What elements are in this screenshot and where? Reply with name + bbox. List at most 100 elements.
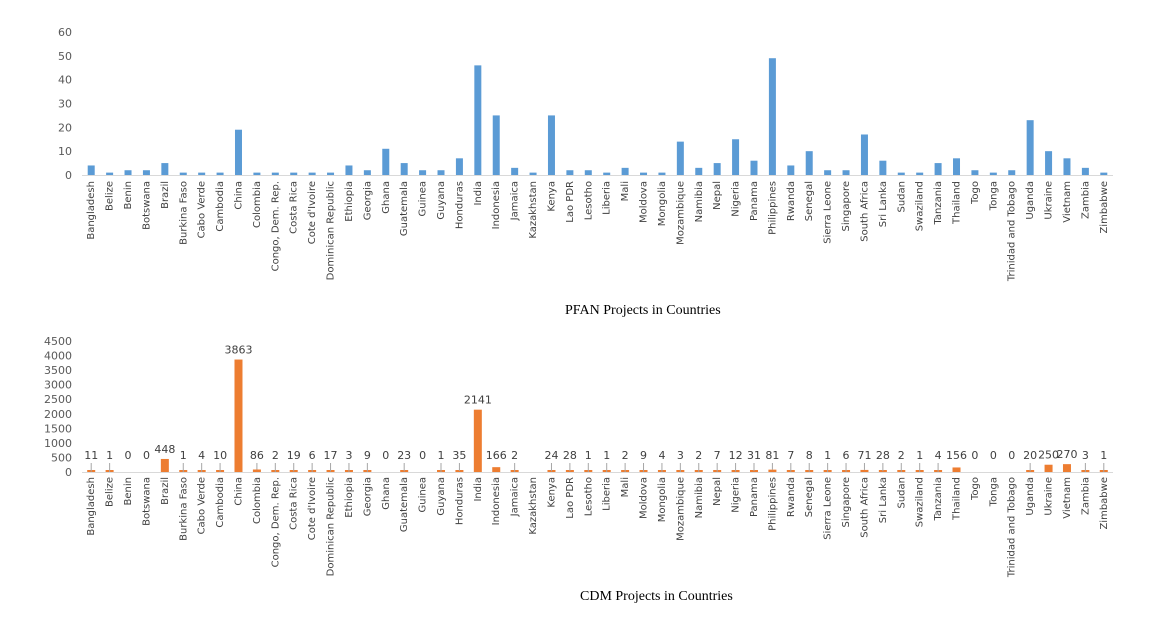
bar xyxy=(271,172,279,175)
data-label: 10 xyxy=(213,449,227,462)
category-label: Mozambique xyxy=(675,181,686,245)
bar xyxy=(732,139,740,175)
category-label: Benin xyxy=(123,181,134,209)
bar xyxy=(179,172,187,175)
y-tick-label: 0 xyxy=(65,169,72,182)
category-label: Burkina Faso xyxy=(178,181,189,245)
category-label: Guinea xyxy=(418,477,429,512)
data-label: 86 xyxy=(250,449,264,462)
category-label: Trinidad and Tobago xyxy=(1007,181,1018,282)
category-label: Colombia xyxy=(252,477,263,524)
category-label: Panama xyxy=(749,477,760,517)
bar xyxy=(860,469,869,472)
category-label: Mongolia xyxy=(657,477,668,522)
category-label: Tanzania xyxy=(933,477,944,522)
bar xyxy=(750,160,758,175)
bar xyxy=(676,141,684,175)
category-label: Kazakhstan xyxy=(528,477,539,535)
data-label: 8 xyxy=(806,449,813,462)
data-label: 0 xyxy=(990,449,997,462)
bar xyxy=(695,167,703,175)
bar xyxy=(124,170,132,175)
category-label: Cabo Verde xyxy=(197,181,208,238)
cdm-chart: 050010001500200025003000350040004500Bang… xyxy=(44,335,1113,578)
bar xyxy=(916,172,924,175)
bar xyxy=(1100,172,1108,175)
category-label: Belize xyxy=(105,181,116,211)
category-label: Indonesia xyxy=(491,477,502,525)
data-label: 3863 xyxy=(224,344,252,357)
bar xyxy=(879,160,887,175)
bar xyxy=(1044,464,1053,472)
category-label: Rwanda xyxy=(786,181,797,221)
data-label: 1 xyxy=(916,449,923,462)
category-label: Uganda xyxy=(1025,477,1036,516)
category-label: Brazil xyxy=(160,181,171,209)
bar xyxy=(234,129,242,175)
category-label: Honduras xyxy=(454,181,465,229)
bar xyxy=(142,170,150,175)
category-label: Moldova xyxy=(639,477,650,519)
data-label: 0 xyxy=(143,449,150,462)
category-label: Thailand xyxy=(952,181,963,225)
category-label: Congo, Dem. Rep. xyxy=(270,181,281,271)
bar xyxy=(640,172,648,175)
data-label: 7 xyxy=(714,449,721,462)
data-label: 4 xyxy=(935,449,942,462)
bar xyxy=(842,170,850,175)
bar xyxy=(547,115,555,175)
data-label: 0 xyxy=(382,449,389,462)
category-label: South Africa xyxy=(859,181,870,242)
category-label: Togo xyxy=(970,477,981,501)
bar xyxy=(1063,158,1071,175)
category-label: Georgia xyxy=(362,181,373,220)
bar xyxy=(584,170,592,175)
bar xyxy=(161,163,169,175)
bar xyxy=(234,359,243,472)
data-label: 156 xyxy=(946,449,967,462)
category-label: Mongolia xyxy=(657,181,668,226)
category-label: Uganda xyxy=(1025,181,1036,220)
category-label: Philippines xyxy=(767,181,778,235)
bar xyxy=(327,172,335,175)
category-label: Colombia xyxy=(252,181,263,228)
pfan-chart: 0 10 20 30 40 50 60 Bangladesh Belize Benin Botswa… xyxy=(58,26,1113,282)
category-label: Indonesia xyxy=(491,181,502,229)
category-label: Lesotho xyxy=(583,477,594,516)
category-label: Cabo Verde xyxy=(197,477,208,534)
y-tick-label: 20 xyxy=(58,121,72,134)
category-label: Guatemala xyxy=(399,181,410,236)
category-label: Swaziland xyxy=(915,477,926,527)
category-label: Sierra Leone xyxy=(823,477,834,540)
category-label: Singapore xyxy=(841,181,852,231)
bar xyxy=(419,170,427,175)
data-label: 19 xyxy=(287,449,301,462)
data-label: 4 xyxy=(658,449,665,462)
bar xyxy=(989,172,997,175)
bar xyxy=(474,65,482,175)
data-label: 11 xyxy=(84,449,98,462)
category-label: India xyxy=(473,477,484,502)
bar xyxy=(87,165,95,175)
pfan-chart-title: PFAN Projects in Countries xyxy=(565,303,721,318)
bar xyxy=(934,163,942,175)
bar xyxy=(253,172,261,175)
category-label: Guyana xyxy=(436,477,447,516)
category-label: Cambodia xyxy=(215,181,226,232)
data-label: 6 xyxy=(309,449,316,462)
category-label: Singapore xyxy=(841,477,852,527)
category-label: Mali xyxy=(620,181,631,201)
category-label: Brazil xyxy=(160,477,171,505)
y-tick-label: 500 xyxy=(51,451,72,464)
category-label: Mali xyxy=(620,477,631,497)
category-label: Kazakhstan xyxy=(528,181,539,239)
bar xyxy=(713,163,721,175)
data-label: 23 xyxy=(397,449,411,462)
bar xyxy=(621,167,629,175)
bar xyxy=(492,467,501,472)
category-label: Benin xyxy=(123,477,134,505)
data-label: 28 xyxy=(876,449,890,462)
data-label: 2 xyxy=(695,449,702,462)
category-label: Nigeria xyxy=(731,181,742,217)
data-label: 1 xyxy=(1100,449,1107,462)
